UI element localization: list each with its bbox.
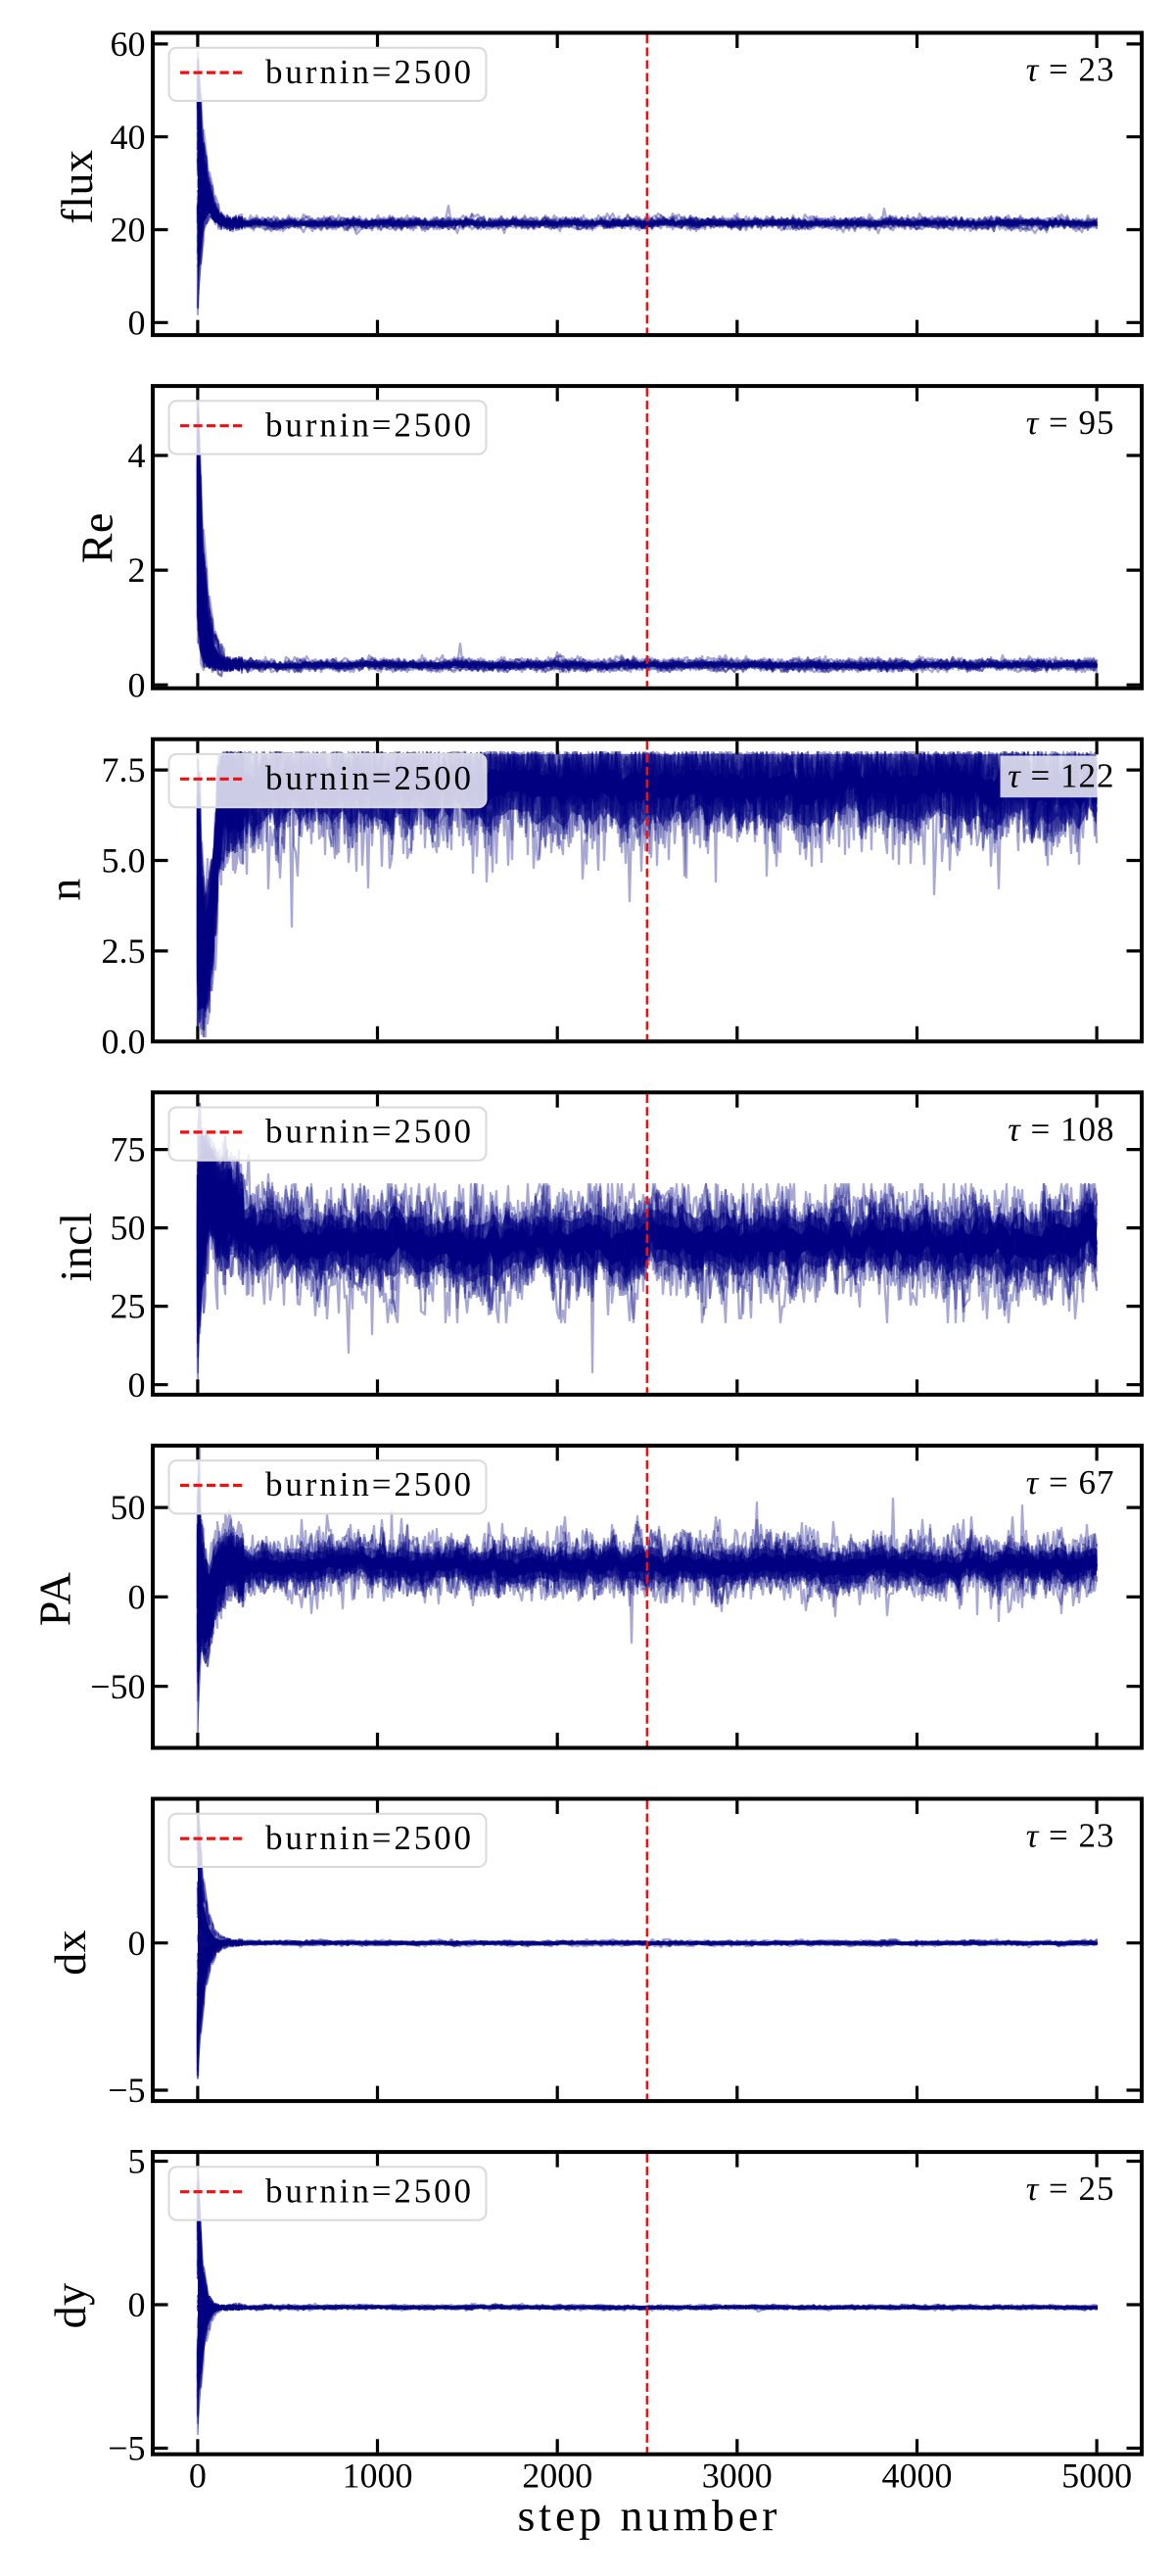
- svg-text:1000: 1000: [343, 2457, 413, 2496]
- svg-text:−5: −5: [108, 2071, 145, 2110]
- svg-text:4: 4: [128, 436, 146, 475]
- svg-text:burnin=2500: burnin=2500: [265, 759, 471, 797]
- svg-text:0: 0: [189, 2457, 207, 2496]
- svg-text:5000: 5000: [1061, 2457, 1132, 2496]
- svg-text:PA: PA: [30, 1572, 80, 1627]
- svg-text:flux: flux: [52, 149, 102, 223]
- svg-text:burnin=2500: burnin=2500: [265, 2171, 471, 2210]
- svg-text:τ = 95: τ = 95: [1026, 404, 1115, 442]
- svg-text:incl: incl: [51, 1213, 101, 1282]
- svg-text:50: 50: [111, 1488, 146, 1527]
- svg-text:−50: −50: [90, 1667, 145, 1706]
- svg-text:burnin=2500: burnin=2500: [265, 1819, 471, 1857]
- svg-text:τ = 67: τ = 67: [1026, 1463, 1115, 1502]
- svg-text:τ = 23: τ = 23: [1026, 51, 1115, 89]
- svg-text:burnin=2500: burnin=2500: [265, 1465, 471, 1503]
- svg-text:burnin=2500: burnin=2500: [265, 405, 471, 444]
- svg-text:step number: step number: [518, 2491, 777, 2541]
- svg-text:2000: 2000: [522, 2457, 592, 2496]
- svg-text:2: 2: [128, 550, 146, 590]
- svg-text:5: 5: [128, 2142, 146, 2181]
- svg-text:dx: dx: [45, 1930, 95, 1976]
- svg-text:0.0: 0.0: [102, 1022, 146, 1061]
- svg-text:τ = 23: τ = 23: [1026, 1817, 1115, 1855]
- svg-text:0: 0: [128, 1578, 146, 1617]
- svg-text:τ = 25: τ = 25: [1026, 2170, 1115, 2208]
- svg-text:4000: 4000: [882, 2457, 953, 2496]
- svg-text:0: 0: [128, 1365, 146, 1405]
- svg-text:2.5: 2.5: [102, 931, 146, 971]
- svg-text:60: 60: [111, 24, 146, 64]
- svg-text:3000: 3000: [702, 2457, 773, 2496]
- svg-text:−5: −5: [108, 2429, 145, 2468]
- svg-text:75: 75: [111, 1130, 146, 1169]
- svg-text:0: 0: [128, 665, 146, 704]
- svg-text:5.0: 5.0: [102, 841, 146, 881]
- svg-text:burnin=2500: burnin=2500: [265, 53, 471, 91]
- svg-text:7.5: 7.5: [102, 750, 146, 789]
- svg-text:burnin=2500: burnin=2500: [265, 1113, 471, 1151]
- svg-text:20: 20: [111, 211, 146, 250]
- svg-text:50: 50: [111, 1209, 146, 1248]
- svg-text:τ = 108: τ = 108: [1008, 1110, 1114, 1148]
- svg-text:dy: dy: [45, 2282, 95, 2328]
- svg-text:0: 0: [128, 303, 146, 342]
- svg-text:τ = 122: τ = 122: [1008, 757, 1114, 795]
- svg-text:Re: Re: [72, 512, 122, 563]
- svg-text:n: n: [40, 878, 90, 901]
- svg-text:0: 0: [128, 2285, 146, 2324]
- svg-text:0: 0: [128, 1924, 146, 1963]
- svg-text:25: 25: [111, 1287, 146, 1326]
- svg-text:40: 40: [111, 118, 146, 157]
